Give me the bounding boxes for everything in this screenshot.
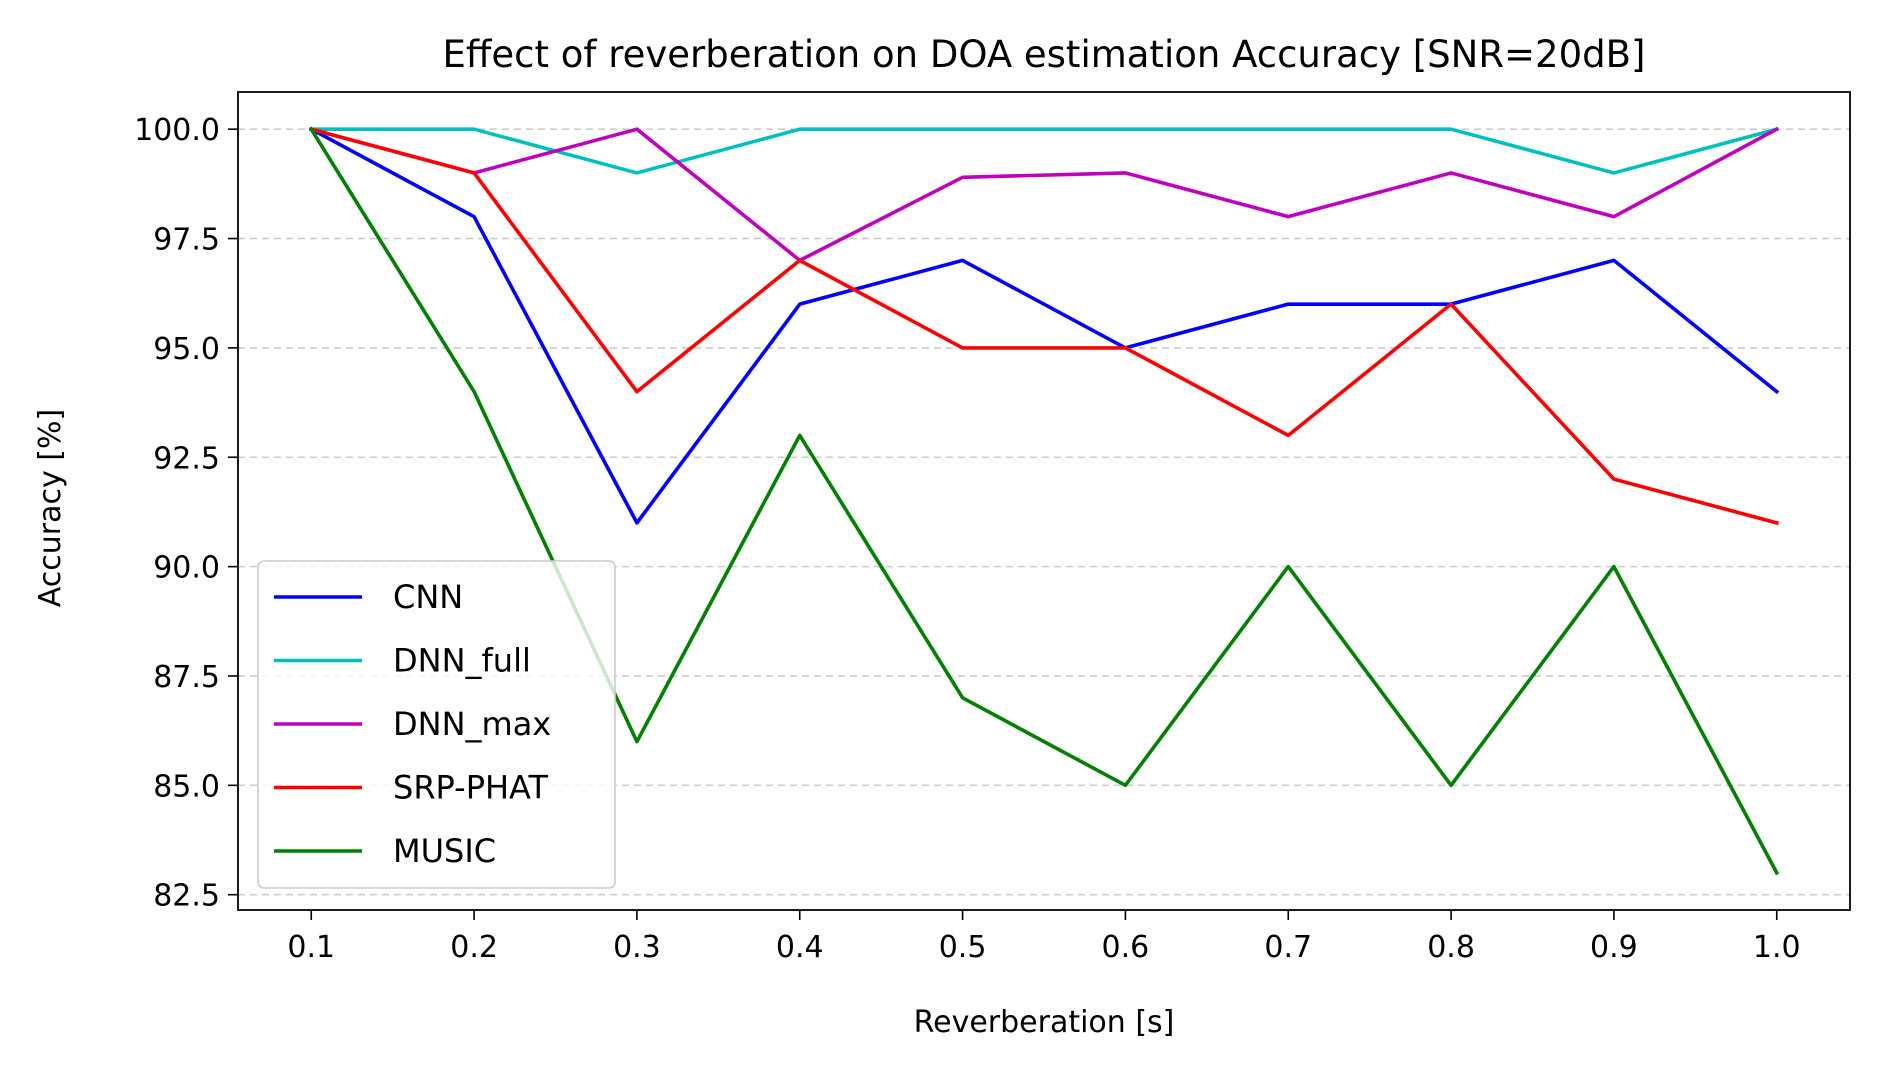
y-tick-label: 92.5	[153, 441, 220, 476]
chart-title: Effect of reverberation on DOA estimatio…	[443, 33, 1646, 76]
axes: 82.5 85.0 87.5 90.0 92.5 95.0 97.5 100.0 0.1 0.2 0…	[134, 91, 1851, 965]
y-tick-label: 90.0	[153, 551, 220, 586]
y-tick-label: 87.5	[153, 660, 220, 695]
x-tick-label: 0.7	[1264, 930, 1312, 965]
y-tick-label: 85.0	[153, 769, 220, 804]
series-line-dnn-max	[309, 126, 1780, 263]
y-tick-label: 100.0	[134, 113, 220, 148]
y-tick-label: 97.5	[153, 223, 220, 258]
x-tick-label: 0.3	[613, 930, 661, 965]
series-line-dnn-full	[309, 126, 1779, 175]
x-tick-label: 0.4	[776, 930, 824, 965]
legend-label: SRP-PHAT	[393, 769, 548, 807]
x-tick-label: 0.5	[939, 930, 987, 965]
legend-label: CNN	[393, 578, 463, 616]
legend-label: MUSIC	[393, 832, 496, 870]
series-lines	[308, 126, 1780, 876]
series-line-cnn	[308, 126, 1780, 525]
legend-box	[257, 560, 616, 889]
x-axis-label: Reverberation [s]	[914, 1005, 1175, 1040]
legend-label: DNN_full	[393, 642, 531, 680]
x-tick-label: 0.2	[450, 930, 498, 965]
y-axis-label: Accuracy [%]	[33, 409, 68, 607]
x-tick-label: 0.6	[1102, 930, 1150, 965]
legend-label: DNN_max	[393, 705, 551, 743]
x-tick-label: 1.0	[1753, 930, 1801, 965]
y-tick-label: 82.5	[153, 879, 220, 914]
legend: CNN DNN_full DNN_max SRP-PHAT MUSIC	[257, 560, 616, 889]
x-tick-label: 0.1	[287, 930, 335, 965]
series-line-srp-phat	[309, 126, 1779, 526]
y-tick-label: 95.0	[153, 332, 220, 367]
plot-frame	[237, 91, 1851, 911]
x-tick-label: 0.9	[1590, 930, 1638, 965]
x-tick-label: 0.8	[1427, 930, 1475, 965]
